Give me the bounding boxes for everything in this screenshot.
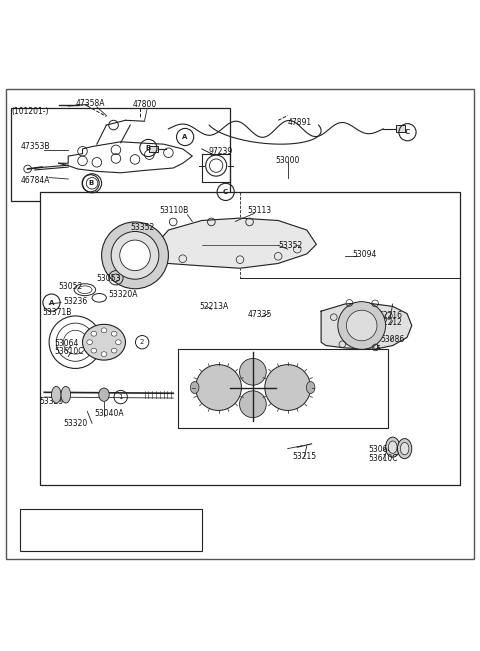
Text: 52216: 52216 — [378, 311, 402, 320]
Ellipse shape — [101, 352, 107, 357]
Ellipse shape — [101, 328, 107, 333]
Circle shape — [265, 365, 311, 410]
Ellipse shape — [400, 443, 409, 455]
Text: 47358A: 47358A — [75, 98, 105, 107]
Ellipse shape — [99, 388, 109, 402]
Circle shape — [196, 365, 241, 410]
Text: 53110B: 53110B — [159, 206, 188, 215]
Text: 55732: 55732 — [357, 324, 381, 333]
Text: B: B — [146, 145, 151, 151]
Text: 53236: 53236 — [63, 297, 88, 306]
Circle shape — [111, 232, 159, 279]
Ellipse shape — [116, 340, 121, 344]
Text: 53320: 53320 — [63, 419, 88, 428]
Text: 53325: 53325 — [39, 397, 64, 406]
Polygon shape — [130, 218, 316, 268]
Text: 53352: 53352 — [130, 223, 155, 232]
Text: C: C — [223, 189, 228, 195]
Text: 53027: 53027 — [226, 384, 250, 393]
Ellipse shape — [397, 439, 412, 459]
Ellipse shape — [91, 348, 97, 353]
Circle shape — [347, 311, 377, 340]
Text: 53215: 53215 — [292, 452, 317, 461]
Ellipse shape — [83, 324, 125, 360]
Text: 53352: 53352 — [278, 241, 302, 250]
Circle shape — [120, 240, 150, 271]
Ellipse shape — [61, 386, 71, 403]
Circle shape — [338, 301, 385, 350]
Text: 2: 2 — [140, 339, 144, 345]
FancyBboxPatch shape — [21, 508, 202, 551]
Text: 53371B: 53371B — [42, 308, 72, 316]
Ellipse shape — [385, 437, 400, 457]
Ellipse shape — [111, 331, 117, 336]
Text: 53040A: 53040A — [95, 409, 124, 419]
Ellipse shape — [191, 381, 199, 393]
Text: C: C — [405, 130, 410, 135]
Circle shape — [240, 391, 266, 417]
Text: 53113: 53113 — [247, 206, 271, 215]
Ellipse shape — [51, 386, 61, 403]
Text: 53410: 53410 — [220, 350, 244, 359]
Text: 53052: 53052 — [59, 282, 83, 291]
Text: 53064: 53064 — [368, 445, 392, 454]
Text: 52212: 52212 — [378, 318, 402, 327]
Ellipse shape — [87, 340, 93, 344]
Text: 52115: 52115 — [357, 345, 381, 354]
FancyBboxPatch shape — [39, 192, 459, 486]
Text: B: B — [88, 180, 93, 186]
Text: 47800: 47800 — [132, 100, 157, 109]
FancyBboxPatch shape — [149, 146, 158, 152]
Text: 52213A: 52213A — [199, 302, 228, 311]
Text: A: A — [182, 134, 188, 140]
Text: 53064: 53064 — [54, 339, 78, 348]
FancyBboxPatch shape — [178, 350, 388, 428]
Text: (101201-): (101201-) — [11, 107, 48, 117]
Ellipse shape — [388, 441, 397, 453]
FancyBboxPatch shape — [396, 124, 405, 132]
Ellipse shape — [306, 381, 315, 393]
Text: 53086: 53086 — [381, 335, 405, 344]
Text: 1: 1 — [119, 394, 123, 400]
Ellipse shape — [111, 348, 117, 353]
FancyBboxPatch shape — [11, 108, 230, 201]
Text: THE NO.53210A: ①~②: THE NO.53210A: ①~② — [28, 524, 113, 533]
Text: 53320A: 53320A — [109, 290, 138, 299]
Text: 47353B: 47353B — [21, 142, 50, 151]
Text: 47335: 47335 — [247, 309, 272, 318]
Circle shape — [102, 222, 168, 289]
Text: 53610C: 53610C — [54, 347, 84, 355]
Polygon shape — [321, 303, 412, 350]
Text: 46784A: 46784A — [21, 176, 50, 185]
Text: 53094: 53094 — [352, 251, 376, 259]
Text: 53610C: 53610C — [368, 454, 397, 463]
Text: 47891: 47891 — [288, 118, 312, 127]
Circle shape — [240, 359, 266, 385]
Text: 97239: 97239 — [209, 147, 233, 156]
Ellipse shape — [91, 331, 97, 336]
Text: NOTE: NOTE — [28, 513, 51, 522]
Text: 53000: 53000 — [276, 156, 300, 165]
Text: 53053: 53053 — [97, 274, 121, 283]
Text: A: A — [49, 299, 54, 305]
